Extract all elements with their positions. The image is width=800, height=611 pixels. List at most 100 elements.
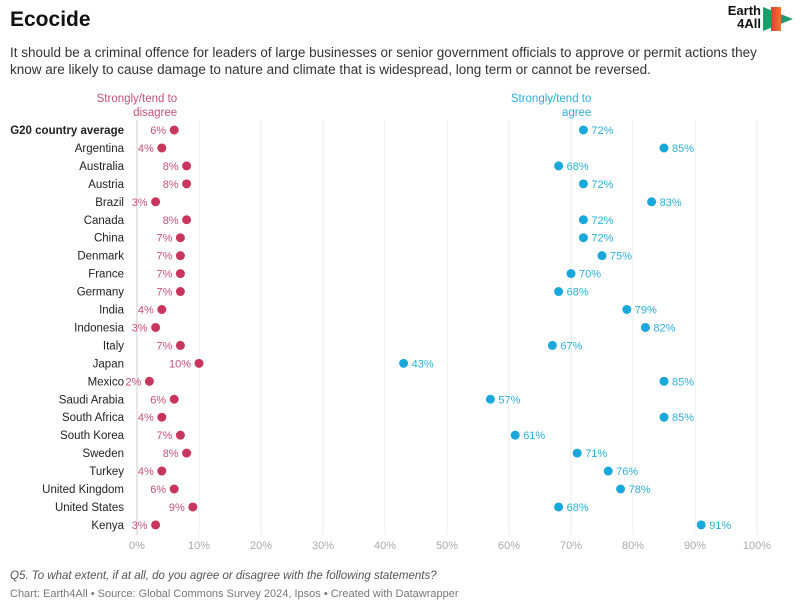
chart-title: Ecocide (10, 8, 91, 31)
agree-dot (547, 340, 557, 350)
agree-dot (578, 233, 588, 243)
agree-value-label: 72% (591, 233, 613, 245)
disagree-dot (175, 287, 185, 297)
disagree-value-label: 9% (169, 502, 185, 514)
agree-dot (696, 520, 706, 530)
disagree-value-label: 7% (156, 340, 172, 352)
agree-value-label: 82% (653, 322, 675, 334)
agree-dot (578, 179, 588, 189)
agree-value-label: 57% (498, 394, 520, 406)
x-tick-label: 80% (622, 540, 644, 552)
disagree-value-label: 4% (138, 305, 154, 317)
legend-disagree-label: disagree (133, 107, 177, 119)
agree-dot (640, 322, 650, 332)
chart-subtitle: It should be a criminal offence for lead… (10, 45, 757, 77)
disagree-dot (157, 305, 167, 314)
category-label: Australia (79, 161, 124, 173)
x-tick-label: 50% (436, 540, 458, 552)
disagree-dot (182, 179, 192, 189)
disagree-dot (151, 322, 161, 332)
category-label: Denmark (77, 251, 124, 263)
agree-value-label: 72% (591, 215, 613, 227)
agree-dot (554, 287, 564, 297)
disagree-dot (157, 466, 167, 476)
agree-dot (603, 466, 613, 476)
category-label: China (94, 233, 125, 245)
disagree-value-label: 8% (163, 179, 179, 191)
category-label: Kenya (91, 520, 124, 532)
disagree-value-label: 7% (156, 251, 172, 263)
agree-value-label: 83% (660, 197, 682, 209)
category-label: Indonesia (74, 322, 124, 334)
disagree-dot (175, 340, 185, 350)
legend-agree-label: Strongly/tend to (511, 93, 592, 105)
agree-value-label: 68% (567, 287, 589, 299)
disagree-value-label: 2% (125, 376, 141, 388)
agree-dot (554, 161, 564, 171)
agree-value-label: 72% (591, 179, 613, 191)
disagree-value-label: 4% (138, 466, 154, 478)
agree-dot (485, 394, 495, 404)
disagree-value-label: 6% (150, 484, 166, 496)
x-tick-label: 70% (560, 540, 582, 552)
category-label: Canada (84, 215, 125, 227)
x-tick-label: 60% (498, 540, 520, 552)
agree-value-label: 61% (523, 430, 545, 442)
category-label: France (88, 269, 124, 281)
agree-value-label: 68% (567, 161, 589, 173)
disagree-dot (182, 161, 192, 171)
agree-dot (566, 269, 576, 279)
agree-dot (399, 358, 409, 368)
disagree-dot (151, 197, 161, 207)
agree-dot (659, 376, 669, 386)
disagree-value-label: 6% (150, 125, 166, 137)
disagree-dot (182, 448, 192, 458)
category-label: Italy (103, 340, 124, 352)
disagree-dot (175, 269, 185, 279)
disagree-value-label: 10% (169, 358, 191, 370)
disagree-dot (182, 215, 192, 225)
disagree-dot (169, 125, 179, 135)
disagree-value-label: 7% (156, 269, 172, 281)
agree-value-label: 67% (560, 340, 582, 352)
disagree-dot (188, 502, 198, 512)
legend-disagree-label: Strongly/tend to (97, 93, 178, 105)
agree-value-label: 91% (709, 520, 731, 532)
dumbbell-chart: 0% 10% 20% 30% 40% 50% 60% 70% 80% 90% 100% Strongl… (10, 93, 771, 552)
category-label: United Kingdom (42, 484, 124, 496)
agree-dot (510, 430, 520, 440)
agree-value-label: 76% (616, 466, 638, 478)
disagree-dot (194, 358, 204, 368)
agree-value-label: 85% (672, 143, 694, 155)
x-tick-label: 20% (250, 540, 272, 552)
disagree-value-label: 8% (163, 448, 179, 460)
agree-dot (597, 251, 607, 261)
disagree-dot (157, 412, 167, 422)
category-label: Saudi Arabia (59, 394, 125, 406)
disagree-value-label: 3% (132, 197, 148, 209)
agree-dot (659, 412, 669, 422)
disagree-dot (144, 376, 154, 386)
disagree-value-label: 3% (132, 322, 148, 334)
category-label: Sweden (82, 448, 124, 460)
disagree-value-label: 4% (138, 143, 154, 155)
agree-value-label: 43% (412, 358, 434, 370)
disagree-value-label: 3% (132, 520, 148, 532)
question-note: Q5. To what extent, if at all, do you ag… (10, 570, 437, 582)
disagree-dot (175, 251, 185, 261)
legend-agree-label: agree (562, 107, 591, 119)
agree-dot (647, 197, 657, 207)
source-credit: Chart: Earth4All • Source: Global Common… (10, 588, 459, 600)
agree-value-label: 70% (579, 269, 601, 281)
disagree-value-label: 8% (163, 161, 179, 173)
agree-dot (578, 125, 588, 135)
disagree-dot (169, 484, 179, 494)
x-tick-label: 10% (188, 540, 210, 552)
category-label: Turkey (89, 466, 124, 478)
category-label: United States (55, 502, 124, 514)
agree-dot (578, 215, 588, 225)
agree-dot (659, 143, 669, 153)
category-label: Germany (77, 287, 125, 299)
disagree-dot (175, 233, 185, 243)
